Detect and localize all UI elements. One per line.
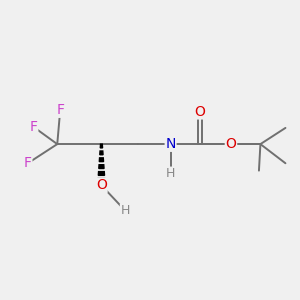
- Polygon shape: [98, 172, 104, 176]
- Text: O: O: [195, 105, 206, 119]
- Text: F: F: [56, 103, 64, 117]
- Polygon shape: [99, 165, 104, 169]
- Polygon shape: [100, 151, 103, 155]
- Text: H: H: [166, 167, 175, 180]
- Polygon shape: [98, 178, 105, 182]
- Text: F: F: [30, 120, 38, 134]
- Text: F: F: [24, 156, 32, 170]
- Polygon shape: [99, 158, 104, 162]
- Text: N: N: [165, 137, 176, 151]
- Text: H: H: [120, 204, 130, 217]
- Text: O: O: [96, 178, 107, 192]
- Text: O: O: [226, 137, 236, 151]
- Polygon shape: [100, 144, 103, 148]
